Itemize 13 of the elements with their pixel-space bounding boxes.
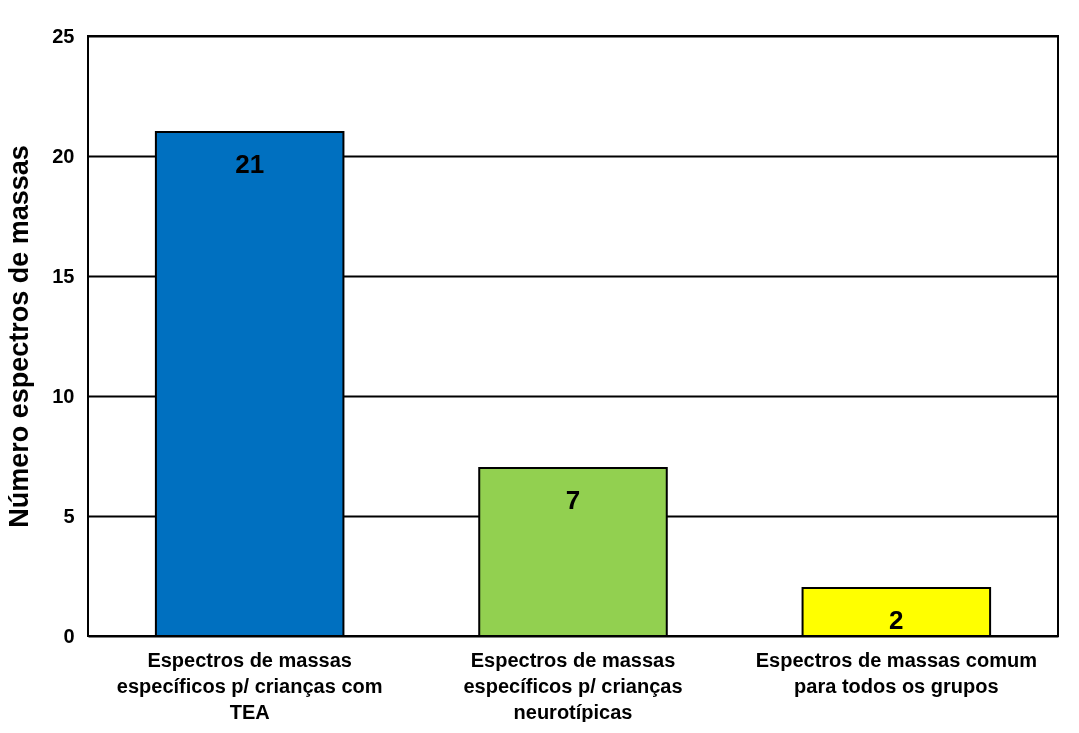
y-tick-label: 25 bbox=[52, 24, 75, 47]
y-tick-label: 5 bbox=[63, 504, 75, 527]
data-label: 21 bbox=[235, 149, 265, 179]
y-tick-label: 10 bbox=[52, 384, 75, 407]
y-tick-label: 15 bbox=[52, 264, 75, 287]
x-tick-label: Espectros de massas específicos p/ crianças neurotípicas bbox=[463, 648, 683, 723]
data-label: 7 bbox=[565, 485, 581, 515]
x-tick-label: Espectros de massas específicos p/ crianças com TEA bbox=[116, 648, 383, 723]
y-tick-label: 0 bbox=[63, 624, 75, 647]
x-tick-label: Espectros de massas comum para todos os grupos bbox=[755, 648, 1037, 697]
y-tick-label: 20 bbox=[52, 144, 75, 167]
y-axis-title: Número espectros de massas bbox=[4, 145, 35, 528]
data-label: 2 bbox=[889, 605, 904, 635]
